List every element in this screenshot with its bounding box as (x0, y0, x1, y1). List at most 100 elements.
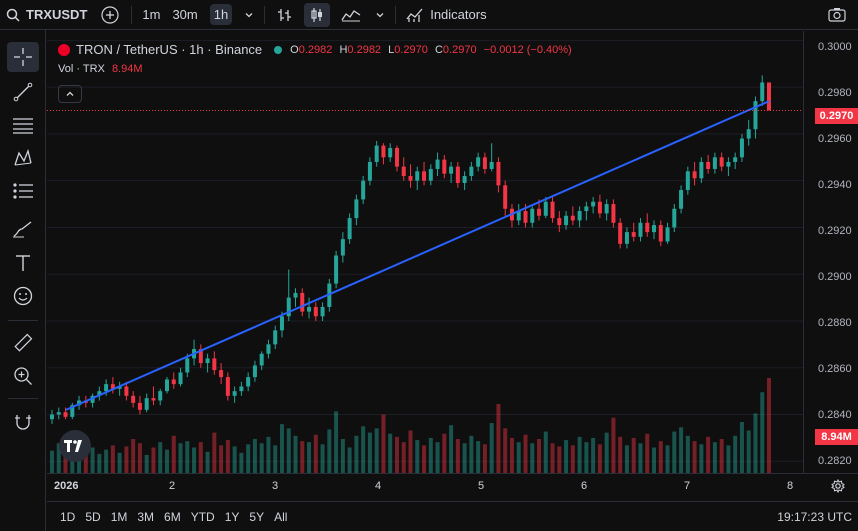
interval-1h[interactable]: 1h (204, 0, 238, 30)
tradingview-logo[interactable] (59, 430, 91, 462)
icons-tool[interactable] (7, 281, 39, 311)
candle-body (164, 379, 169, 392)
chart-type-dropdown[interactable] (369, 0, 391, 30)
volume-bar (374, 428, 379, 473)
candle-body (252, 365, 257, 378)
indicators-button[interactable]: Indicators (400, 0, 492, 30)
volume-bar (530, 443, 535, 473)
interval-dropdown[interactable] (238, 0, 260, 30)
brush-tool[interactable] (7, 214, 39, 244)
candle-body (530, 208, 535, 223)
price-axis-label: 0.3000 (818, 41, 852, 53)
range-3m[interactable]: 3M (137, 509, 155, 524)
volume-bar (679, 427, 684, 473)
text-tool[interactable] (7, 248, 39, 278)
volume-bar (334, 411, 339, 473)
close-value: 0.2970 (442, 43, 477, 56)
candle-body (415, 171, 420, 181)
volume-bar (543, 431, 548, 473)
range-6m[interactable]: 6M (164, 509, 181, 524)
collapse-legend-button[interactable] (58, 85, 82, 103)
indicators-icon (406, 8, 423, 22)
candle-body (124, 386, 129, 396)
price-axis[interactable] (803, 31, 858, 473)
volume-bar (577, 436, 582, 473)
time-axis[interactable] (47, 473, 858, 501)
volume-bar (476, 441, 481, 473)
volume-bar (564, 440, 569, 473)
volume-bar (239, 452, 244, 473)
candle-body (584, 206, 589, 212)
volume-bar (496, 403, 501, 473)
volume-bar (570, 445, 575, 473)
clock-timezone[interactable]: 19:17:23 UTC (777, 509, 852, 524)
symbol-search[interactable]: TRXUSDT (0, 0, 93, 30)
candle-body (388, 147, 393, 158)
horizontal-lines-icon (13, 118, 33, 134)
volume-bar (90, 447, 95, 473)
range-1y[interactable]: 1Y (224, 509, 240, 524)
range-5d[interactable]: 5D (85, 509, 101, 524)
interval-30m[interactable]: 30m (166, 0, 203, 30)
volume-bar (692, 441, 697, 473)
candle-body (685, 171, 690, 191)
candle-body (286, 297, 291, 317)
range-all[interactable]: All (274, 509, 288, 524)
candle-body (455, 166, 460, 184)
market-status-dot (274, 45, 283, 54)
candle-body (706, 161, 711, 169)
magnet-tool[interactable] (7, 407, 39, 437)
close-label: C (434, 43, 443, 56)
area-style-button[interactable] (333, 0, 369, 30)
candle-body (462, 175, 467, 184)
volume-bar (104, 449, 109, 473)
interval-label-active: 1h (209, 4, 233, 25)
candles-icon (311, 7, 323, 22)
crosshair-tool[interactable] (7, 42, 39, 72)
area-chart-icon (341, 9, 361, 21)
candle-body (767, 82, 771, 111)
candle-body (604, 204, 609, 214)
price-chart[interactable] (47, 31, 803, 473)
candle-body (354, 199, 359, 219)
range-1d[interactable]: 1D (60, 509, 76, 524)
pattern-tool[interactable] (7, 143, 39, 173)
candle-body (733, 157, 738, 162)
compare-symbol-button[interactable] (93, 0, 127, 30)
candle-body (726, 161, 731, 167)
measure-tool[interactable] (7, 328, 39, 358)
gear-icon (831, 478, 845, 494)
interval-1m[interactable]: 1m (136, 0, 166, 30)
price-axis-label: 0.2880 (818, 317, 852, 329)
volume-bar (388, 433, 393, 473)
volume-bar (300, 441, 305, 473)
volume-bar (205, 451, 210, 473)
chart-settings-button[interactable] (831, 478, 845, 496)
zoom-tool[interactable] (7, 361, 39, 391)
candle-body (151, 398, 156, 401)
volume-bar (307, 442, 312, 473)
range-1m[interactable]: 1M (110, 509, 128, 524)
volume-bar (449, 425, 454, 473)
horizontal-lines-tool[interactable] (7, 110, 39, 140)
trend-line-tool[interactable] (7, 77, 39, 107)
indicators-label: Indicators (430, 7, 487, 22)
candle-body (638, 222, 643, 237)
volume-bar (604, 432, 609, 473)
volume-bar (509, 437, 514, 473)
forecast-tool[interactable] (7, 176, 39, 206)
volume-bar (746, 430, 751, 473)
legend-title: TRON / TetherUS · 1h · Binance (76, 42, 263, 57)
candles-style-button[interactable] (301, 0, 333, 30)
volume-bar (313, 434, 318, 473)
candle-body (137, 402, 142, 410)
range-5y[interactable]: 5Y (249, 509, 265, 524)
snapshot-button[interactable] (822, 0, 858, 30)
volume-bar (631, 437, 636, 473)
volume-bar (110, 445, 115, 473)
range-ytd[interactable]: YTD (190, 509, 215, 524)
bar-style-button[interactable] (269, 0, 301, 30)
candle-body (178, 372, 183, 385)
plus-circle-icon (101, 5, 119, 24)
volume-bar (550, 443, 555, 473)
